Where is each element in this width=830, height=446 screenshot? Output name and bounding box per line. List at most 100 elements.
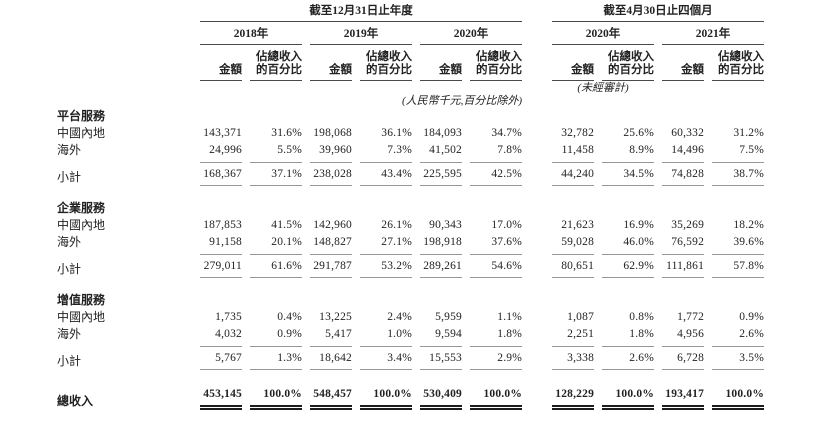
value-cell: 53.2% (352, 251, 412, 278)
column-gap (522, 234, 544, 251)
cell-value: 39.6% (733, 236, 765, 248)
cell-value: 62.9% (602, 254, 655, 278)
value-cell: 15,553 (412, 343, 462, 370)
cell-value: 225,595 (420, 162, 462, 186)
cell-value: 1,735 (215, 311, 242, 323)
cell-value: 34.5% (602, 162, 655, 186)
value-cell: 128,229 (544, 384, 595, 410)
value-cell: 4,956 (654, 326, 704, 343)
value-cell: 1.1% (462, 309, 522, 326)
cell-value: 53.2% (360, 254, 412, 278)
subtotal-row: 小計 168,367 37.1% 238,028 43.4% 225,595 42.5% 44… (0, 159, 765, 186)
value-cell: 1,735 (192, 309, 242, 326)
value-cell: 111,861 (654, 251, 705, 278)
column-gap (522, 384, 544, 410)
value-cell: 91,158 (192, 234, 242, 251)
cell-value: 76,592 (671, 236, 705, 248)
value-cell: 7.8% (462, 142, 522, 159)
value-cell: 74,828 (654, 159, 705, 186)
cell-value: 39,960 (319, 144, 352, 156)
pct-header: 佔總收入 的百分比 (594, 45, 655, 81)
cell-value: 0.4% (277, 311, 302, 323)
cell-value: 25.6% (623, 127, 655, 139)
pct-header: 佔總收入 的百分比 (462, 45, 523, 81)
cell-value: 198,918 (423, 236, 462, 248)
cell-value: 1.8% (497, 328, 523, 340)
cell-value: 3,338 (552, 346, 595, 370)
value-cell: 1,087 (544, 309, 594, 326)
cell-value: 1,772 (677, 311, 705, 323)
value-cell: 24,996 (192, 142, 242, 159)
cell-value: 1.8% (629, 328, 655, 340)
value-cell: 17.0% (462, 217, 522, 234)
column-gap (522, 251, 544, 278)
section-title-row: 平台服務 (0, 108, 764, 125)
cell-value: 16.9% (623, 219, 655, 231)
column-gap (522, 125, 544, 142)
cell-value: 100.0% (712, 386, 765, 410)
basis-note: (人民幣千元,百分比除外) (401, 95, 523, 107)
row-label: 中國內地 (57, 218, 106, 232)
value-cell: 34.7% (462, 125, 522, 142)
amount-header: 金額 (302, 45, 352, 81)
value-cell: 3.5% (704, 343, 765, 370)
cell-value: 60,332 (671, 127, 705, 139)
value-cell: 41.5% (242, 217, 302, 234)
period-header-row: 截至12月31日止年度 截至4月30日止四個月 (0, 4, 765, 22)
cell-value: 0.9% (277, 328, 302, 340)
value-cell: 21,623 (544, 217, 594, 234)
cell-value: 37.1% (250, 162, 302, 186)
total-label: 總收入 (57, 394, 94, 408)
cell-value: 0.8% (629, 311, 655, 323)
cell-value: 3.5% (712, 346, 765, 370)
value-cell: 26.1% (352, 217, 412, 234)
value-cell: 90,343 (412, 217, 462, 234)
cell-value: 198,068 (313, 127, 352, 139)
value-cell: 3.4% (352, 343, 412, 370)
section-gap (0, 370, 764, 384)
year-header-2021-4m: 2021年 (654, 22, 765, 45)
table-row: 海外 4,032 0.9% 5,417 1.0% 9,594 1.8% 2,251 1.8% 4,… (0, 326, 764, 343)
value-cell: 46.0% (594, 234, 654, 251)
value-cell: 43.4% (352, 159, 412, 186)
cell-value: 5,417 (325, 328, 352, 340)
value-cell: 39,960 (302, 142, 352, 159)
cell-value: 143,371 (203, 127, 242, 139)
table-row: 中國內地 143,371 31.6% 198,068 36.1% 184,093 34.7%… (0, 125, 764, 142)
cell-value: 3.4% (360, 346, 412, 370)
value-cell: 27.1% (352, 234, 412, 251)
cell-value: 8.9% (629, 144, 655, 156)
value-cell: 2.6% (704, 326, 764, 343)
value-cell: 14,496 (654, 142, 704, 159)
value-cell: 7.3% (352, 142, 412, 159)
table-row: 中國內地 187,853 41.5% 142,960 26.1% 90,343 17.0% 2… (0, 217, 764, 234)
value-cell: 291,787 (302, 251, 352, 278)
cell-value: 238,028 (310, 162, 352, 186)
cell-value: 5,767 (200, 346, 242, 370)
subtotal-row: 小計 5,767 1.3% 18,642 3.4% 15,553 2.9% 3,338 2.6%… (0, 343, 765, 370)
value-cell: 41,502 (412, 142, 462, 159)
cell-value: 7.3% (387, 144, 412, 156)
cell-value: 14,496 (671, 144, 705, 156)
cell-value: 100.0% (250, 386, 302, 410)
value-cell: 7.5% (704, 142, 764, 159)
value-cell: 2.9% (462, 343, 523, 370)
cell-value: 5,959 (435, 311, 462, 323)
value-cell: 279,011 (192, 251, 242, 278)
cell-value: 90,343 (429, 219, 462, 231)
cell-value: 453,145 (200, 386, 242, 410)
cell-value: 41,502 (429, 144, 462, 156)
cell-value: 7.8% (497, 144, 523, 156)
value-cell: 61.6% (242, 251, 302, 278)
value-cell: 20.1% (242, 234, 302, 251)
cell-value: 32,782 (561, 127, 595, 139)
value-cell: 31.2% (704, 125, 764, 142)
cell-value: 168,367 (200, 162, 242, 186)
section-gap (0, 278, 764, 292)
value-cell: 225,595 (412, 159, 462, 186)
value-cell: 37.1% (242, 159, 302, 186)
value-cell: 25.6% (594, 125, 654, 142)
cell-value: 7.5% (739, 144, 765, 156)
subtotal-row: 小計 279,011 61.6% 291,787 53.2% 289,261 54.6% 80… (0, 251, 765, 278)
cell-value: 100.0% (602, 386, 655, 410)
